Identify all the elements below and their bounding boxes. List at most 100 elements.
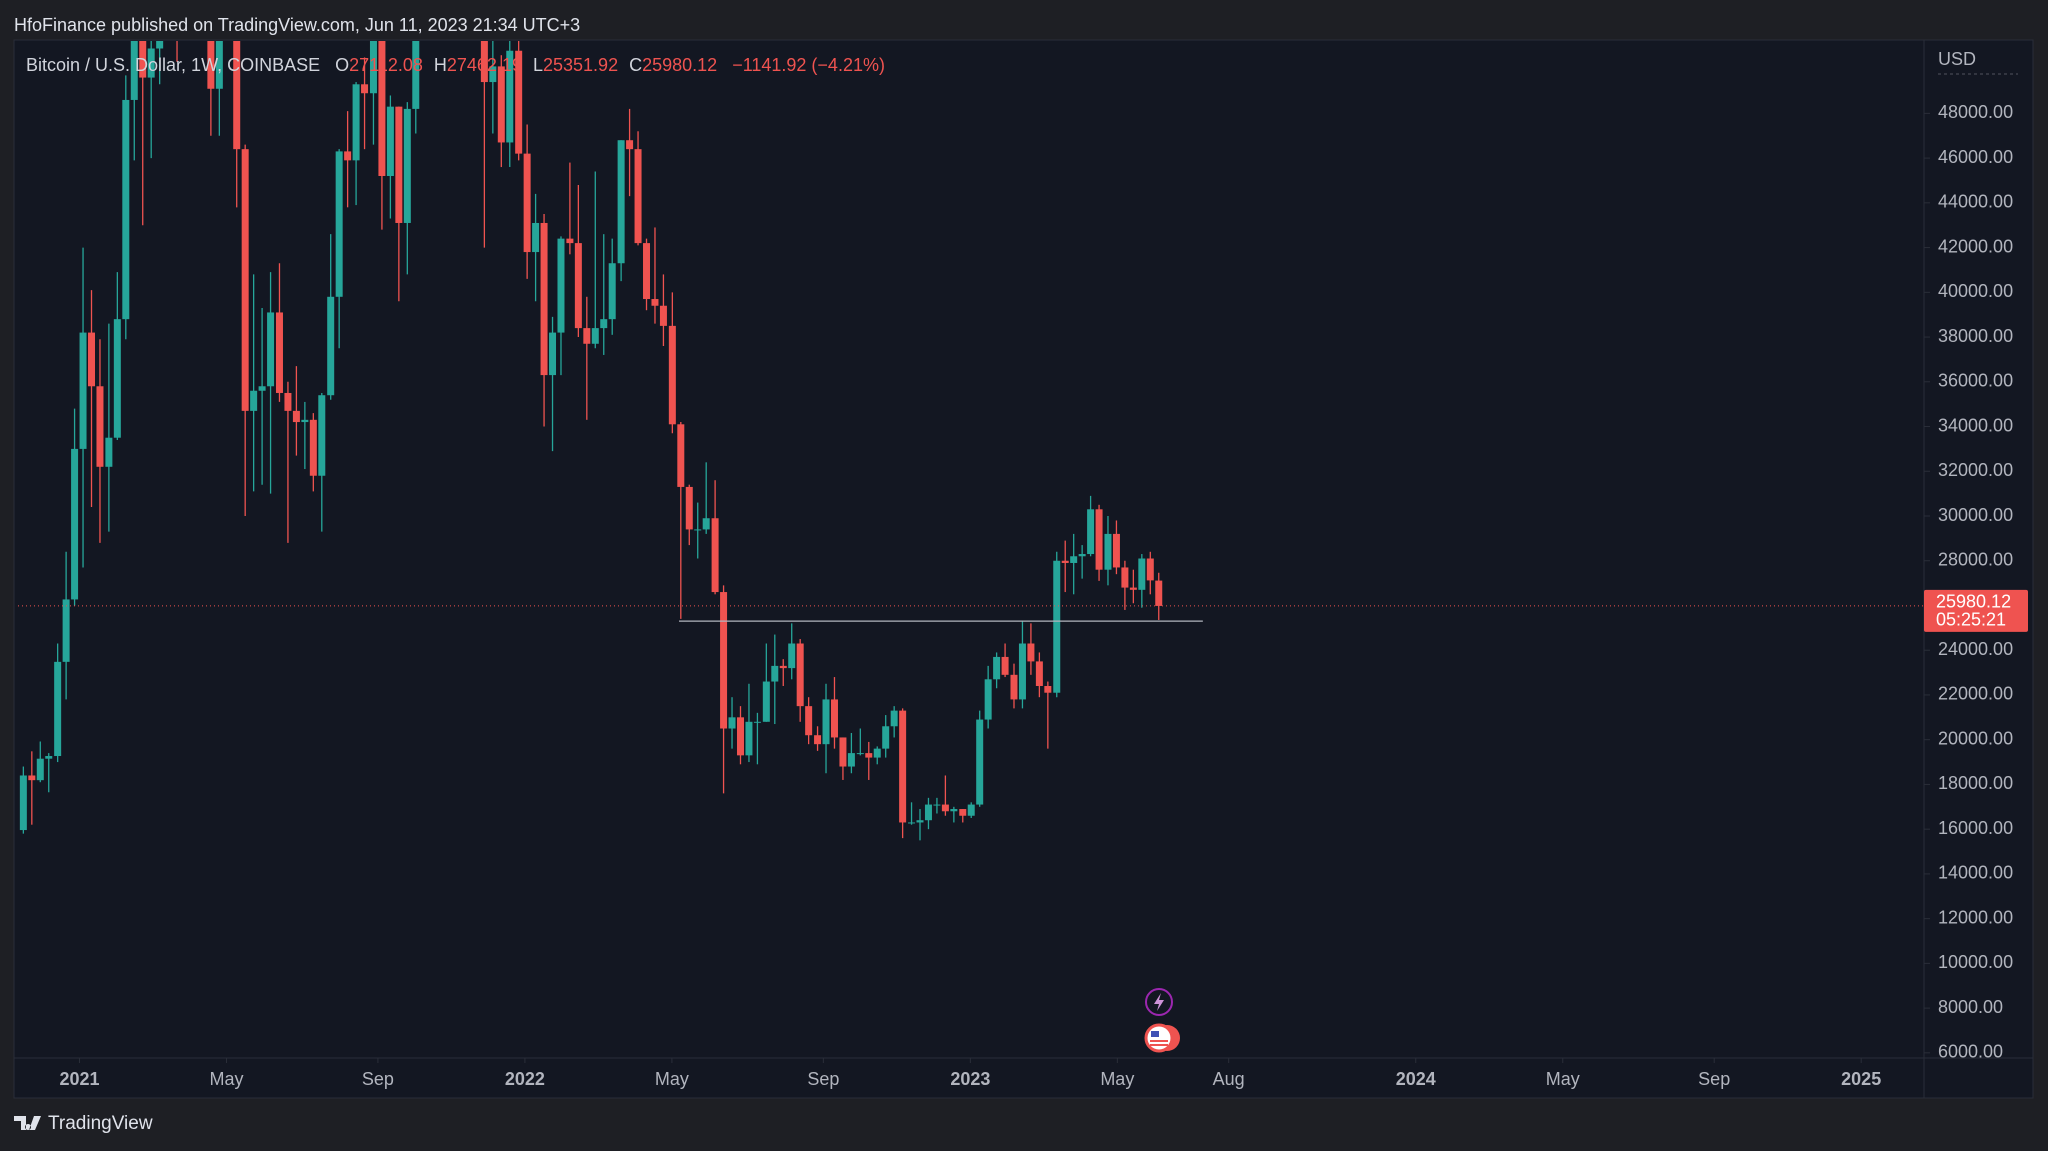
candle-body bbox=[1138, 558, 1146, 590]
candle-body bbox=[847, 753, 855, 767]
candle-body bbox=[830, 699, 838, 738]
y-tick-label: 36000.00 bbox=[1938, 371, 2013, 391]
candle-body bbox=[515, 50, 523, 154]
candle-body bbox=[130, 41, 138, 100]
x-tick-label: Sep bbox=[807, 1069, 839, 1089]
candle-body bbox=[156, 41, 164, 49]
candle-body bbox=[378, 41, 386, 177]
last-price-box bbox=[1924, 589, 2028, 632]
x-tick-label: 2022 bbox=[505, 1069, 545, 1089]
ohlc-label: O bbox=[335, 55, 349, 75]
ohlc-label: L bbox=[533, 55, 543, 75]
candle-body bbox=[796, 643, 804, 707]
countdown: 05:25:21 bbox=[1936, 610, 2006, 630]
y-tick-label: 18000.00 bbox=[1938, 773, 2013, 793]
candle-body bbox=[993, 656, 1001, 680]
candle-body bbox=[45, 756, 53, 759]
candle-body bbox=[62, 599, 70, 662]
candle-body bbox=[882, 726, 890, 749]
candle-body bbox=[984, 679, 992, 720]
event-icon-flag[interactable] bbox=[1144, 1023, 1174, 1053]
y-tick-label: 6000.00 bbox=[1938, 1042, 2003, 1062]
candle-body bbox=[728, 717, 736, 729]
y-tick-label: 34000.00 bbox=[1938, 415, 2013, 435]
y-tick-label: 46000.00 bbox=[1938, 147, 2013, 167]
candle-body bbox=[651, 299, 659, 306]
last-price-label: 25980.12 bbox=[1936, 592, 2011, 612]
candle-body bbox=[113, 319, 121, 438]
candle-body bbox=[96, 386, 104, 467]
x-tick-label: 2023 bbox=[950, 1069, 990, 1089]
candle-body bbox=[327, 296, 335, 396]
candle-body bbox=[284, 392, 292, 411]
plot-area bbox=[15, 41, 1924, 841]
candle-body bbox=[950, 809, 958, 812]
y-tick-label: 22000.00 bbox=[1938, 684, 2013, 704]
x-tick-label: May bbox=[209, 1069, 243, 1089]
candle-body bbox=[395, 106, 403, 223]
y-tick-label: 12000.00 bbox=[1938, 907, 2013, 927]
candle-body bbox=[105, 437, 113, 467]
candle-body bbox=[361, 84, 369, 94]
y-tick-label: 8000.00 bbox=[1938, 997, 2003, 1017]
publisher-line: HfoFinance published on TradingView.com,… bbox=[14, 15, 580, 35]
candle-body bbox=[959, 809, 967, 816]
candle-body bbox=[344, 151, 352, 161]
candle-body bbox=[480, 41, 488, 83]
candle-body bbox=[591, 328, 599, 344]
candle-body bbox=[1155, 580, 1163, 606]
candle-body bbox=[600, 319, 608, 329]
y-tick-label: 48000.00 bbox=[1938, 102, 2013, 122]
candle-body bbox=[890, 710, 898, 727]
x-tick-label: May bbox=[1100, 1069, 1134, 1089]
y-tick-label: 38000.00 bbox=[1938, 326, 2013, 346]
candle-body bbox=[1018, 643, 1026, 700]
event-icons[interactable] bbox=[1144, 988, 1180, 1053]
candle-body bbox=[677, 424, 685, 487]
candle-body bbox=[369, 41, 377, 94]
candle-body bbox=[694, 529, 702, 531]
brand-logo[interactable]: TradingView bbox=[14, 1113, 153, 1134]
candle-body bbox=[873, 748, 881, 758]
candle-body bbox=[122, 99, 130, 320]
candle-body bbox=[916, 820, 924, 823]
x-tick-label: Sep bbox=[1698, 1069, 1730, 1089]
candle-body bbox=[908, 822, 916, 824]
candle-body bbox=[1061, 560, 1069, 563]
candle-body bbox=[1001, 656, 1009, 675]
candle-body bbox=[233, 41, 241, 150]
candle-body bbox=[258, 386, 266, 391]
candle-body bbox=[557, 238, 565, 333]
candle-body bbox=[634, 149, 642, 244]
ohlc-label: H bbox=[434, 55, 447, 75]
candle-body bbox=[1078, 554, 1086, 557]
candle-body bbox=[779, 665, 787, 669]
candle-body bbox=[753, 721, 761, 723]
candle-body bbox=[403, 108, 411, 223]
candle-body bbox=[207, 41, 215, 89]
event-icon-bolt bbox=[1154, 993, 1164, 1011]
candle-body bbox=[489, 66, 497, 83]
change: −1141.92 (−4.21%) bbox=[732, 55, 885, 75]
y-tick-label: 30000.00 bbox=[1938, 505, 2013, 525]
ohlc-value: 25351.92 bbox=[543, 55, 618, 75]
flag-canton bbox=[1151, 1031, 1159, 1037]
brand[interactable]: TradingView bbox=[48, 1113, 153, 1134]
candle-body bbox=[566, 238, 574, 244]
y-tick-label: 42000.00 bbox=[1938, 236, 2013, 256]
candle-body bbox=[1129, 587, 1137, 590]
candle-body bbox=[1044, 686, 1052, 693]
candle-body bbox=[19, 775, 27, 831]
currency: USD bbox=[1938, 49, 1976, 69]
candle-body bbox=[659, 305, 667, 326]
candle-body bbox=[506, 50, 514, 143]
candle-body bbox=[301, 419, 309, 423]
x-tick-label: May bbox=[1546, 1069, 1580, 1089]
candle-body bbox=[386, 106, 394, 177]
y-tick-label: 16000.00 bbox=[1938, 818, 2013, 838]
candle-body bbox=[736, 717, 744, 756]
candle-body bbox=[292, 410, 300, 423]
candle-body bbox=[1121, 567, 1129, 588]
